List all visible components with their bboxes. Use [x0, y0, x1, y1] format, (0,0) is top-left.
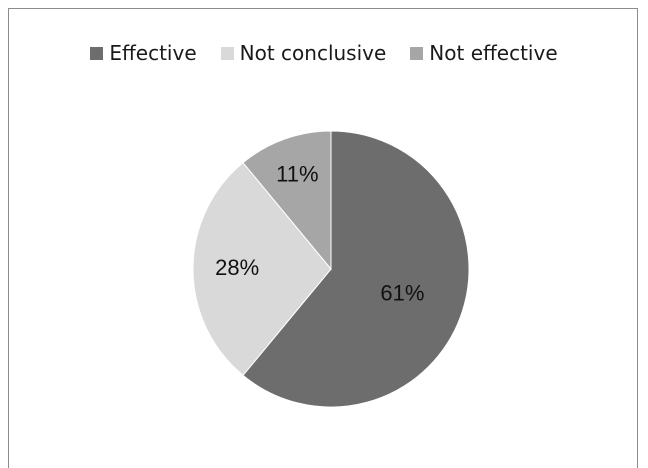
legend-swatch-not-effective: [410, 46, 424, 60]
pie-slice-effective: [242, 130, 470, 408]
legend-swatch-effective: [90, 46, 104, 60]
chart-legend: Effective Not conclusive Not effective: [0, 36, 648, 70]
legend-item-effective: Effective: [90, 41, 197, 65]
slice-label-effective: 61%: [380, 281, 424, 306]
legend-label-not-effective: Not effective: [429, 41, 558, 65]
legend-label-not-conclusive: Not conclusive: [239, 41, 387, 65]
slice-label-not-effective: 11%: [276, 161, 318, 186]
slice-label-not-conclusive: 28%: [215, 255, 259, 280]
legend-label-effective: Effective: [109, 41, 197, 65]
legend-swatch-not-conclusive: [220, 46, 234, 60]
legend-item-not-effective: Not effective: [410, 41, 558, 65]
pie-slice-not-effective: [242, 130, 332, 271]
pie-chart: 61% 28% 11%: [192, 130, 470, 408]
legend-item-not-conclusive: Not conclusive: [220, 41, 387, 65]
pie-slice-not-conclusive: [192, 161, 332, 377]
